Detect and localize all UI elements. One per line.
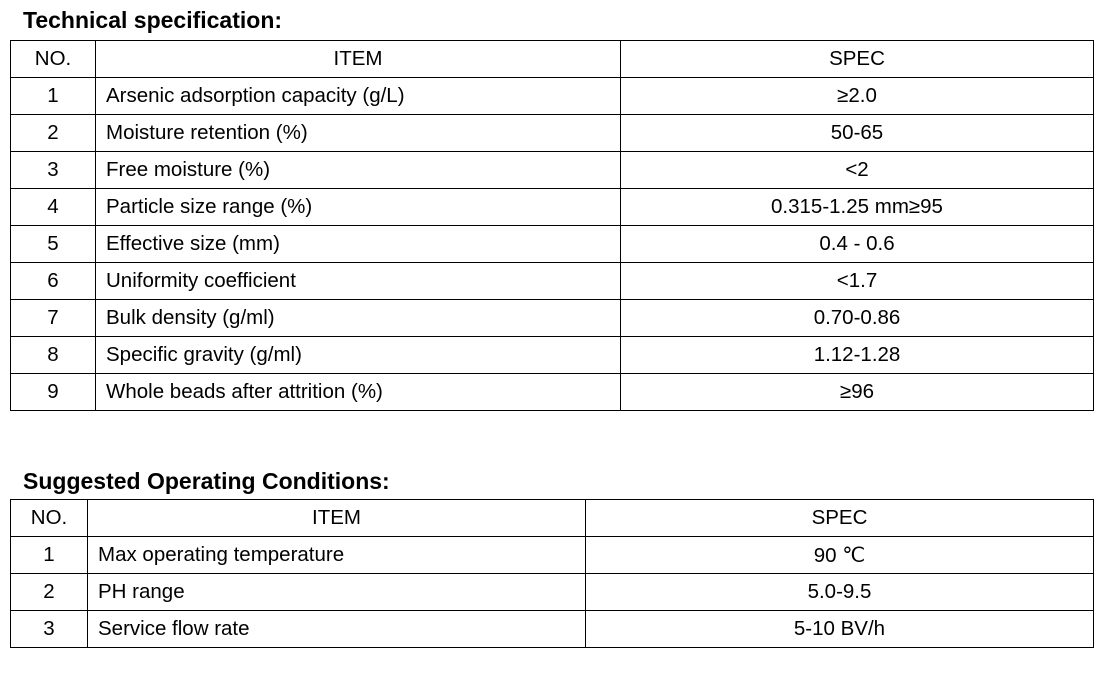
spec-cell: 90 ℃ [585,536,1094,574]
spec-cell: 50-65 [620,114,1094,152]
no-cell: 3 [10,610,88,648]
section-title: Suggested Operating Conditions: [23,468,390,494]
item-cell: Effective size (mm) [95,225,621,263]
header-row: NO. ITEM SPEC [10,499,1094,537]
item-cell: Bulk density (g/ml) [95,299,621,337]
spec-cell: ≥2.0 [620,77,1094,115]
no-cell: 7 [10,299,96,337]
no-cell: 1 [10,77,96,115]
table-row: 3 Service flow rate 5-10 BV/h [10,610,1094,648]
no-cell: 3 [10,151,96,189]
spec-cell: SPEC [620,40,1094,78]
table-row: 8 Specific gravity (g/ml) 1.12-1.28 [10,336,1094,374]
item-cell: Moisture retention (%) [95,114,621,152]
table-row: 5 Effective size (mm) 0.4 - 0.6 [10,225,1094,263]
item-cell: ITEM [95,40,621,78]
item-cell: Service flow rate [87,610,586,648]
item-cell: Whole beads after attrition (%) [95,373,621,411]
spec-cell: <1.7 [620,262,1094,300]
spec-cell: ≥96 [620,373,1094,411]
no-cell: 9 [10,373,96,411]
item-cell: PH range [87,573,586,611]
table-row: 2 PH range 5.0-9.5 [10,573,1094,611]
table-row: 6 Uniformity coefficient <1.7 [10,262,1094,300]
item-cell: Free moisture (%) [95,151,621,189]
item-cell: Uniformity coefficient [95,262,621,300]
table-row: 9 Whole beads after attrition (%) ≥96 [10,373,1094,411]
no-cell: 4 [10,188,96,226]
no-cell: 8 [10,336,96,374]
table-row: 3 Free moisture (%) <2 [10,151,1094,189]
item-cell: Particle size range (%) [95,188,621,226]
spec-cell: 5.0-9.5 [585,573,1094,611]
no-cell: 2 [10,573,88,611]
table-row: 1 Arsenic adsorption capacity (g/L) ≥2.0 [10,77,1094,115]
spec-table: NO. ITEM SPEC 1 Arsenic adsorption capacity … [10,40,1094,411]
item-cell: Max operating temperature [87,536,586,574]
no-cell: NO. [10,40,96,78]
section-title: Technical specification: [23,7,283,33]
header-row: NO. ITEM SPEC [10,40,1094,78]
no-cell: NO. [10,499,88,537]
table-row: 1 Max operating temperature 90 ℃ [10,536,1094,574]
spec-cell: 5-10 BV/h [585,610,1094,648]
spec-cell: <2 [620,151,1094,189]
table-row: 7 Bulk density (g/ml) 0.70-0.86 [10,299,1094,337]
item-cell: ITEM [87,499,586,537]
spec-cell: SPEC [585,499,1094,537]
spec-cell: 0.315-1.25 mm≥95 [620,188,1094,226]
spec-cell: 1.12-1.28 [620,336,1094,374]
no-cell: 6 [10,262,96,300]
item-cell: Arsenic adsorption capacity (g/L) [95,77,621,115]
item-cell: Specific gravity (g/ml) [95,336,621,374]
no-cell: 1 [10,536,88,574]
no-cell: 5 [10,225,96,263]
table-row: 2 Moisture retention (%) 50-65 [10,114,1094,152]
spec-cell: 0.70-0.86 [620,299,1094,337]
spec-cell: 0.4 - 0.6 [620,225,1094,263]
no-cell: 2 [10,114,96,152]
conditions-table: NO. ITEM SPEC 1 Max operating temperature 90 … [10,499,1094,648]
table-row: 4 Particle size range (%) 0.315-1.25 mm≥95 [10,188,1094,226]
